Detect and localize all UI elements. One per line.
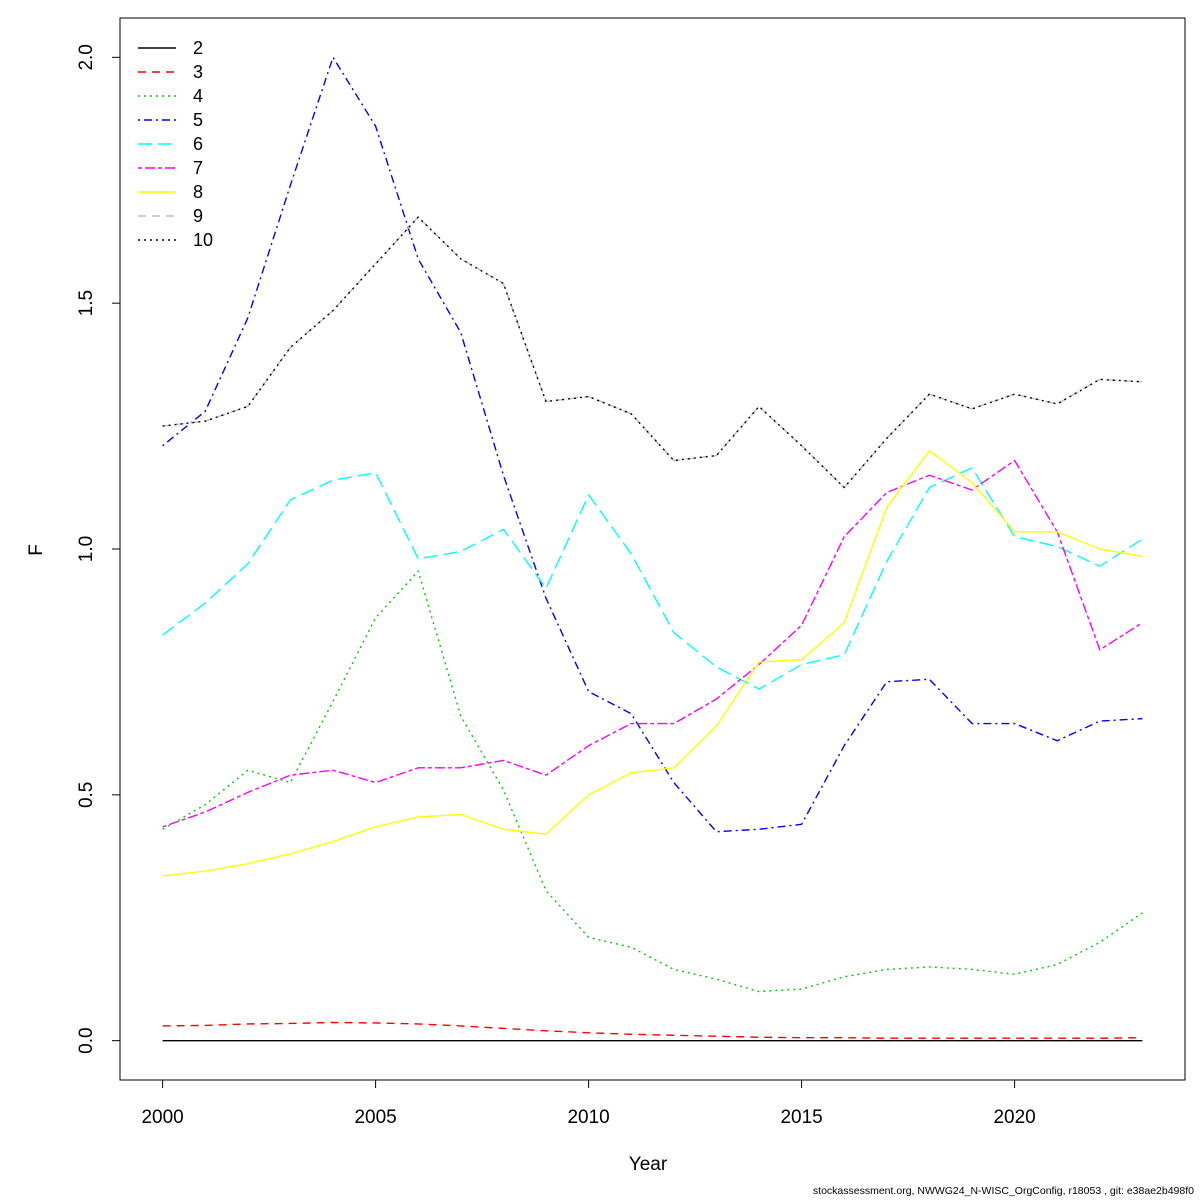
legend: 2 3 4 5 6 7 8 9 10 [138,38,213,250]
legend-label: 6 [193,134,203,154]
legend-label: 7 [193,158,203,178]
series-line-6 [162,467,1143,690]
x-axis: 2000 2005 2010 2015 2020 [141,1079,1036,1128]
series-line-4 [162,570,1143,993]
series-layer [162,56,1143,1042]
legend-label: 9 [193,206,203,226]
series-line-10 [162,216,1143,489]
legend-label: 3 [193,62,203,82]
y-tick-label: 0.0 [76,1027,97,1053]
footnote: stockassessment.org, NWWG24_N-WISC_OrgCo… [812,1185,1194,1197]
x-tick-label: 2010 [567,1107,609,1128]
x-tick-label: 2015 [780,1107,822,1128]
plot-frame [119,17,1186,1081]
legend-label: 2 [193,38,203,58]
series-line-7 [162,459,1143,828]
y-axis: 0.0 0.5 1.0 1.5 2.0 [76,44,121,1054]
x-axis-title: Year [629,1154,668,1175]
legend-label: 8 [193,182,203,202]
y-tick-label: 2.0 [76,44,97,70]
x-tick-label: 2020 [993,1107,1035,1128]
x-tick-label: 2000 [141,1107,183,1128]
x-tick-label: 2005 [354,1107,396,1128]
series-line-9 [162,216,1143,489]
series-line-3 [162,1021,1143,1039]
legend-label: 10 [193,230,213,250]
series-line-5 [162,56,1143,833]
series-line-8 [162,449,1143,877]
y-tick-label: 1.0 [76,536,97,562]
y-tick-label: 1.5 [76,290,97,316]
legend-label: 4 [193,86,203,106]
y-tick-label: 0.5 [76,782,97,808]
y-axis-title: F [26,544,47,556]
legend-label: 5 [193,110,203,130]
